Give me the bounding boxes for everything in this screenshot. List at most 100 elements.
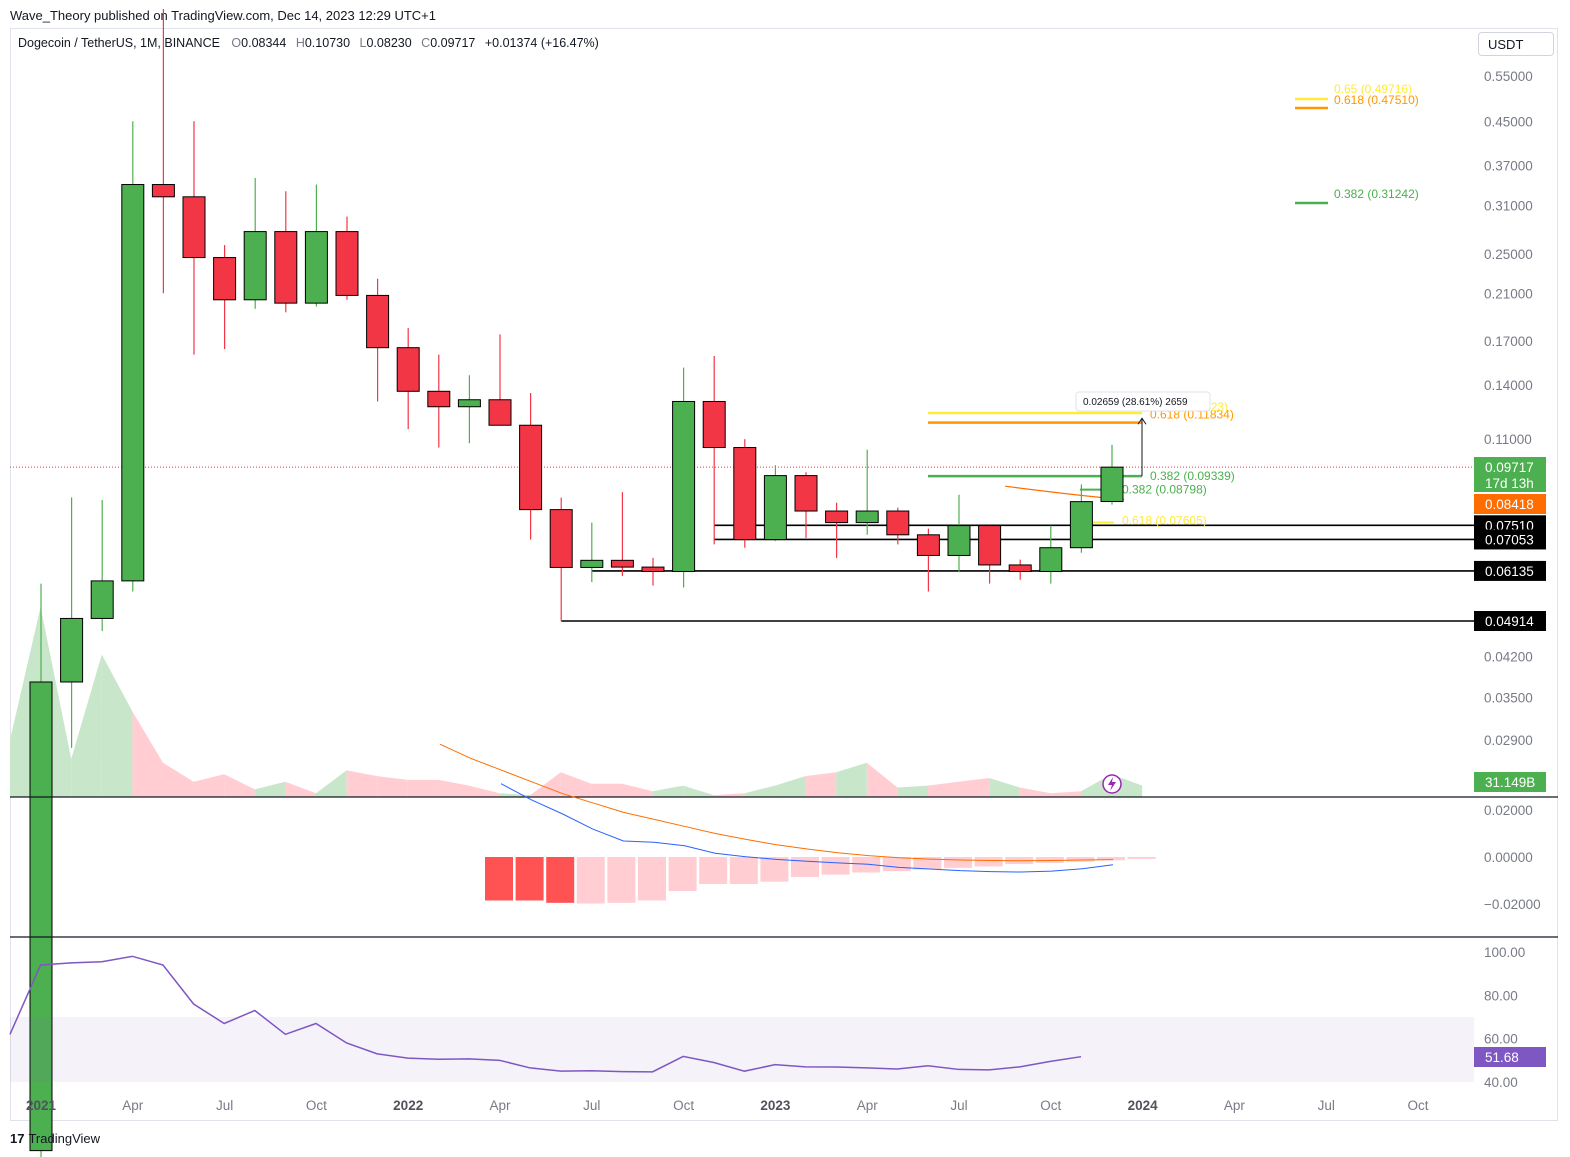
volume-segment bbox=[652, 785, 684, 797]
candle-body bbox=[396, 347, 420, 392]
open-key: O bbox=[231, 36, 242, 50]
level-tag: 0.07053 bbox=[1474, 529, 1546, 550]
candle-body bbox=[641, 566, 665, 572]
open-value: 0.08344 bbox=[241, 36, 287, 50]
level-tag-label: 0.04914 bbox=[1485, 614, 1534, 629]
measure-label: 0.02659 (28.61%) 2659 bbox=[1083, 397, 1188, 408]
chart-frame bbox=[10, 28, 1558, 1121]
ema-tag-box bbox=[1474, 494, 1546, 514]
last-price-tag-label: 0.09717 bbox=[1485, 460, 1534, 475]
time-axis-tick: Apr bbox=[1224, 1098, 1246, 1113]
candle-body bbox=[702, 400, 726, 449]
candle-body bbox=[1008, 564, 1032, 572]
volume-segment bbox=[713, 793, 745, 797]
candle-body bbox=[549, 509, 573, 568]
candle bbox=[519, 392, 543, 540]
macd-histogram-bar bbox=[913, 857, 942, 870]
time-axis-tick: Apr bbox=[122, 1098, 144, 1113]
last-price-tag-box bbox=[1474, 457, 1546, 492]
time-axis-tick: 2024 bbox=[1128, 1098, 1159, 1113]
candle bbox=[213, 245, 237, 350]
volume-segment bbox=[805, 772, 837, 797]
candle-body bbox=[151, 184, 175, 198]
candle bbox=[335, 216, 359, 300]
volume-segment bbox=[71, 654, 102, 797]
volume-segment bbox=[897, 785, 928, 797]
volume-segment bbox=[346, 770, 378, 797]
candle-body bbox=[855, 510, 879, 524]
ema-tag-label: 0.08418 bbox=[1485, 497, 1534, 512]
fib-label: 0.618 (0.47510) bbox=[1334, 93, 1419, 107]
volume-segment bbox=[928, 781, 959, 797]
volume-segment bbox=[193, 774, 225, 797]
volume-segment bbox=[316, 770, 347, 797]
level-tag: 0.06135 bbox=[1474, 560, 1546, 581]
candle-body bbox=[519, 424, 543, 511]
candle bbox=[60, 497, 84, 748]
candle-body bbox=[488, 399, 512, 426]
rsi-tag: 51.68 bbox=[1474, 1047, 1546, 1067]
macd-histogram-bar bbox=[668, 857, 697, 892]
price-axis-tick: 0.02900 bbox=[1484, 733, 1533, 748]
price-axis-tick: 0.17000 bbox=[1484, 334, 1533, 349]
price-axis-tick: 0.25000 bbox=[1484, 247, 1533, 262]
candle bbox=[427, 354, 451, 448]
macd-histogram-bar bbox=[974, 857, 1003, 867]
macd-histogram-bar bbox=[852, 857, 881, 873]
candle bbox=[1069, 484, 1093, 553]
volume-segment bbox=[469, 785, 500, 797]
candle-body bbox=[763, 475, 787, 541]
fib-label: 0.618 (0.07605) bbox=[1122, 513, 1207, 527]
candle-body bbox=[947, 525, 971, 556]
candle bbox=[1100, 444, 1124, 505]
ema-tag: 0.08418 bbox=[1474, 494, 1546, 514]
currency-button[interactable]: USDT bbox=[1478, 32, 1554, 56]
candle-body bbox=[978, 525, 1002, 566]
macd-pane bbox=[439, 743, 1156, 904]
candle-body bbox=[794, 475, 818, 512]
publisher-line: Wave_Theory published on TradingView.com… bbox=[10, 8, 436, 23]
candle-body bbox=[580, 559, 604, 568]
level-tag-label: 0.07053 bbox=[1485, 532, 1534, 547]
candle bbox=[855, 449, 879, 535]
countdown-label: 17d 13h bbox=[1485, 476, 1534, 491]
candle bbox=[947, 494, 971, 573]
volume-segment bbox=[744, 785, 775, 797]
fib-label: 0.382 (0.31242) bbox=[1334, 187, 1419, 201]
candle-body bbox=[825, 510, 849, 524]
volume-segment bbox=[407, 779, 439, 797]
candles[interactable] bbox=[29, 9, 1124, 1157]
volume-segment bbox=[866, 762, 898, 797]
tradingview-brand[interactable]: 17 TradingView bbox=[10, 1131, 100, 1146]
time-axis-tick: 2021 bbox=[26, 1098, 57, 1113]
candle bbox=[794, 472, 818, 538]
rsi-axis-tick: 40.00 bbox=[1484, 1075, 1518, 1090]
candle bbox=[610, 492, 634, 576]
macd-histogram-bar bbox=[882, 857, 911, 872]
time-axis-tick: Oct bbox=[1407, 1098, 1428, 1113]
macd-signal-line bbox=[439, 743, 1114, 862]
candle bbox=[243, 177, 267, 309]
volume-area bbox=[10, 607, 1143, 797]
time-axis-tick: Apr bbox=[489, 1098, 511, 1113]
time-axis-tick: Oct bbox=[673, 1098, 694, 1113]
rsi-line bbox=[9, 955, 1082, 1073]
symbol-name[interactable]: Dogecoin / TetherUS, 1M, BINANCE bbox=[18, 36, 220, 50]
macd-histogram-bar bbox=[576, 857, 605, 904]
rsi-axis-tick: 80.00 bbox=[1484, 988, 1518, 1003]
candle-body bbox=[1069, 501, 1093, 549]
candle-body bbox=[1039, 547, 1063, 572]
candle-body bbox=[243, 231, 267, 301]
time-axis-tick: Oct bbox=[1040, 1098, 1061, 1113]
price-axis-tick: 0.03500 bbox=[1484, 691, 1533, 706]
low-value: 0.08230 bbox=[366, 36, 412, 50]
macd-histogram-bar bbox=[607, 857, 636, 903]
candle bbox=[121, 121, 145, 592]
axes: 0.55000 0.45000 0.37000 0.31000 0.25000 0.210… bbox=[26, 69, 1541, 1113]
volume-segment bbox=[989, 778, 1020, 797]
candle-body bbox=[121, 184, 145, 582]
candle-body bbox=[1100, 466, 1124, 503]
